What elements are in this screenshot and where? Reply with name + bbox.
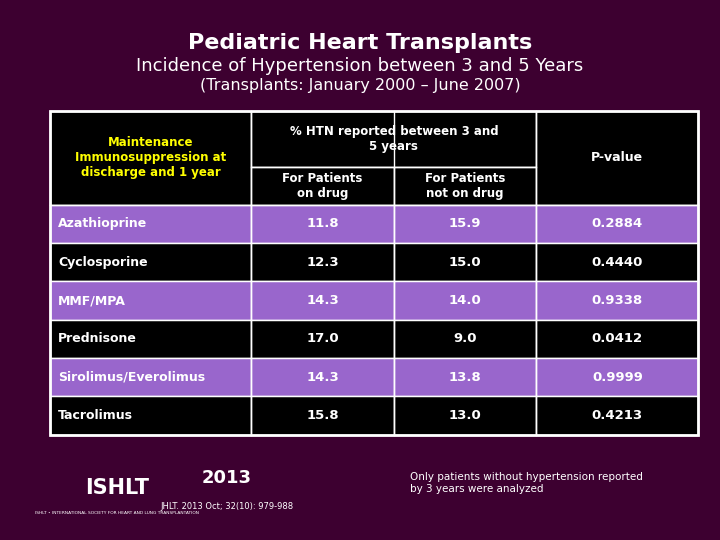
Text: 0.2884: 0.2884 [592, 217, 643, 231]
FancyBboxPatch shape [536, 111, 698, 205]
FancyBboxPatch shape [50, 243, 251, 281]
FancyBboxPatch shape [251, 358, 394, 396]
Text: 0.9999: 0.9999 [592, 370, 643, 384]
Text: 13.0: 13.0 [449, 409, 482, 422]
Text: Only patients without hypertension reported
by 3 years were analyzed: Only patients without hypertension repor… [410, 472, 643, 494]
FancyBboxPatch shape [50, 281, 251, 320]
FancyBboxPatch shape [251, 167, 394, 205]
Text: JHLT. 2013 Oct; 32(10): 979-988: JHLT. 2013 Oct; 32(10): 979-988 [161, 502, 293, 511]
FancyBboxPatch shape [536, 320, 698, 358]
FancyBboxPatch shape [50, 358, 251, 396]
Text: 2013: 2013 [202, 469, 252, 487]
Text: % HTN reported between 3 and
5 years: % HTN reported between 3 and 5 years [289, 125, 498, 153]
FancyBboxPatch shape [536, 396, 698, 435]
FancyBboxPatch shape [536, 205, 698, 243]
Text: Azathioprine: Azathioprine [58, 217, 148, 231]
Text: 17.0: 17.0 [306, 332, 339, 346]
FancyBboxPatch shape [536, 358, 698, 396]
Text: ISHLT: ISHLT [85, 478, 149, 498]
Text: Incidence of Hypertension between 3 and 5 Years: Incidence of Hypertension between 3 and … [136, 57, 584, 76]
FancyBboxPatch shape [50, 205, 251, 243]
Text: 0.4213: 0.4213 [592, 409, 643, 422]
Text: Tacrolimus: Tacrolimus [58, 409, 133, 422]
FancyBboxPatch shape [50, 111, 251, 205]
FancyBboxPatch shape [536, 243, 698, 281]
Text: Prednisone: Prednisone [58, 332, 137, 346]
Text: 14.3: 14.3 [306, 370, 339, 384]
FancyBboxPatch shape [394, 320, 536, 358]
Text: 0.9338: 0.9338 [592, 294, 643, 307]
Text: MMF/MPA: MMF/MPA [58, 294, 126, 307]
Text: Pediatric Heart Transplants: Pediatric Heart Transplants [188, 33, 532, 53]
Text: 15.8: 15.8 [306, 409, 339, 422]
Text: P-value: P-value [591, 151, 644, 164]
Text: 15.9: 15.9 [449, 217, 482, 231]
Text: 14.0: 14.0 [449, 294, 482, 307]
FancyBboxPatch shape [50, 396, 251, 435]
FancyBboxPatch shape [394, 396, 536, 435]
Text: For Patients
not on drug: For Patients not on drug [425, 172, 505, 200]
Text: 0.0412: 0.0412 [592, 332, 643, 346]
FancyBboxPatch shape [251, 396, 394, 435]
FancyBboxPatch shape [251, 243, 394, 281]
Text: 11.8: 11.8 [306, 217, 339, 231]
Text: 9.0: 9.0 [454, 332, 477, 346]
FancyBboxPatch shape [251, 320, 394, 358]
FancyBboxPatch shape [394, 243, 536, 281]
Text: For Patients
on drug: For Patients on drug [282, 172, 363, 200]
FancyBboxPatch shape [394, 167, 536, 205]
Text: 13.8: 13.8 [449, 370, 482, 384]
FancyBboxPatch shape [536, 281, 698, 320]
FancyBboxPatch shape [251, 111, 536, 167]
Text: 15.0: 15.0 [449, 255, 482, 269]
Text: 0.4440: 0.4440 [592, 255, 643, 269]
Text: ISHLT • INTERNATIONAL SOCIETY FOR HEART AND LUNG TRANSPLANTATION: ISHLT • INTERNATIONAL SOCIETY FOR HEART … [35, 511, 199, 515]
Text: 12.3: 12.3 [306, 255, 339, 269]
FancyBboxPatch shape [251, 205, 394, 243]
Text: (Transplants: January 2000 – June 2007): (Transplants: January 2000 – June 2007) [199, 78, 521, 93]
FancyBboxPatch shape [50, 320, 251, 358]
Text: Cyclosporine: Cyclosporine [58, 255, 148, 269]
Text: Maintenance
Immunosuppression at
discharge and 1 year: Maintenance Immunosuppression at dischar… [75, 136, 227, 179]
Text: Sirolimus/Everolimus: Sirolimus/Everolimus [58, 370, 205, 384]
FancyBboxPatch shape [394, 358, 536, 396]
FancyBboxPatch shape [394, 205, 536, 243]
FancyBboxPatch shape [251, 281, 394, 320]
FancyBboxPatch shape [394, 281, 536, 320]
Text: 14.3: 14.3 [306, 294, 339, 307]
